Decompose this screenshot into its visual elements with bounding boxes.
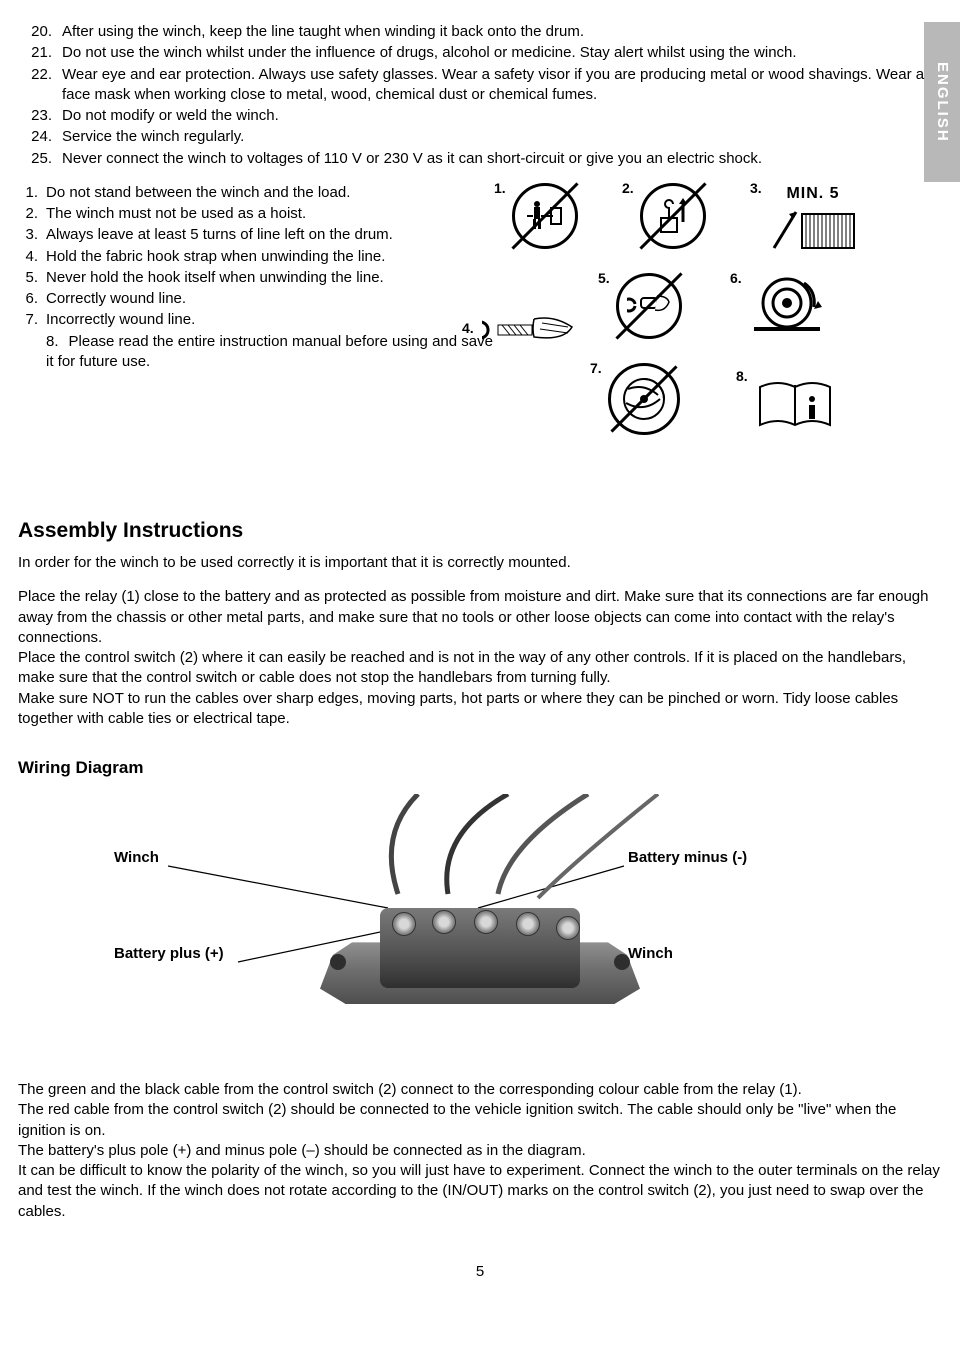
assembly-p2: Place the relay (1) close to the battery… xyxy=(18,587,942,648)
icon-7: 7. xyxy=(608,363,680,435)
item-number: 6. xyxy=(18,289,38,309)
item-text: The winch must not be used as a hoist. xyxy=(46,205,306,222)
item-text: Service the winch regularly. xyxy=(62,128,244,145)
min-5-turns-icon xyxy=(768,206,858,256)
item-number: 25. xyxy=(18,149,52,169)
bottom-p2: The red cable from the control switch (2… xyxy=(18,1100,942,1141)
item-text: Hold the fabric hook strap when unwindin… xyxy=(46,248,385,265)
assembly-p4: Make sure NOT to run the cables over sha… xyxy=(18,689,942,730)
icon-caption-item: 6.Correctly wound line. xyxy=(46,289,502,309)
safety-item: 21.Do not use the winch whilst under the… xyxy=(62,43,942,63)
item-number: 21. xyxy=(18,43,52,63)
icon-caption-item: 7.Incorrectly wound line. xyxy=(46,310,502,330)
icon-5: 5. xyxy=(616,273,682,339)
icon-2: 2. xyxy=(640,183,706,249)
bottom-p4: It can be difficult to know the polarity… xyxy=(18,1161,942,1222)
item-number: 4. xyxy=(18,247,38,267)
assembly-heading: Assembly Instructions xyxy=(18,517,942,545)
assembly-p3: Place the control switch (2) where it ca… xyxy=(18,648,942,689)
icon-caption-item: 1.Do not stand between the winch and the… xyxy=(46,183,502,203)
item-number: 7. xyxy=(18,310,38,330)
safety-item: 25.Never connect the winch to voltages o… xyxy=(62,149,942,169)
item-text: Wear eye and ear protection. Always use … xyxy=(62,66,924,103)
icon-3: 3. MIN. 5 xyxy=(768,183,858,257)
item-text: Do not use the winch whilst under the in… xyxy=(62,44,797,61)
safety-icon-grid: 1. 2. xyxy=(512,183,942,493)
wiring-heading: Wiring Diagram xyxy=(18,757,942,780)
item-number: 20. xyxy=(18,22,52,42)
bottom-p1: The green and the black cable from the c… xyxy=(18,1080,942,1100)
incorrect-wound-icon xyxy=(618,373,670,425)
no-hoist-icon xyxy=(653,196,693,236)
read-manual-icon xyxy=(756,377,834,435)
relay-unit xyxy=(320,884,640,1014)
icon-caption-item: 5.Never hold the hook itself when unwind… xyxy=(46,268,502,288)
item-number: 23. xyxy=(18,106,52,126)
min5-text: MIN. 5 xyxy=(786,183,839,205)
correct-wound-icon xyxy=(748,273,826,343)
icon-caption-item: 2.The winch must not be used as a hoist. xyxy=(46,204,502,224)
item-number: 24. xyxy=(18,127,52,147)
page-number: 5 xyxy=(18,1262,942,1282)
icon-caption-list: 1. Do not stand between the winch and the… xyxy=(18,183,502,372)
item-number: 22. xyxy=(18,65,52,85)
item-text: Do not stand between the winch and the l… xyxy=(46,184,350,201)
item-text: Always leave at least 5 turns of line le… xyxy=(46,226,393,243)
item-text: Never hold the hook itself when unwindin… xyxy=(46,269,384,286)
icon-6: 6. xyxy=(748,273,826,343)
safety-list-continued: 20. After using the winch, keep the line … xyxy=(18,22,942,169)
item-text: Please read the entire instruction manua… xyxy=(46,333,493,370)
item-text: Incorrectly wound line. xyxy=(46,311,195,328)
hold-strap-icon xyxy=(482,313,576,347)
no-hold-hook-icon xyxy=(627,284,671,328)
icon-caption-item: 3.Always leave at least 5 turns of line … xyxy=(46,225,502,245)
item-number: 2. xyxy=(18,204,38,224)
wiring-diagram: Winch Battery plus (+) Battery minus (-)… xyxy=(18,794,942,1054)
icon-4: 4. xyxy=(482,313,576,347)
item-number: 3. xyxy=(18,225,38,245)
safety-item: 23.Do not modify or weld the winch. xyxy=(62,106,942,126)
item-number: 1. xyxy=(18,183,38,203)
icon-caption-item: 8.Please read the entire instruction man… xyxy=(46,332,502,373)
item-text: After using the winch, keep the line tau… xyxy=(62,23,584,40)
safety-item: 22.Wear eye and ear protection. Always u… xyxy=(62,65,942,106)
assembly-p1: In order for the winch to be used correc… xyxy=(18,553,942,573)
bottom-p3: The battery's plus pole (+) and minus po… xyxy=(18,1141,942,1161)
no-stand-between-icon xyxy=(525,196,565,236)
icon-caption-item: 4.Hold the fabric hook strap when unwind… xyxy=(46,247,502,267)
safety-item: 24.Service the winch regularly. xyxy=(62,127,942,147)
item-text: Never connect the winch to voltages of 1… xyxy=(62,150,762,167)
item-text: Do not modify or weld the winch. xyxy=(62,107,279,124)
icon-1: 1. xyxy=(512,183,578,249)
safety-item: 20.After using the winch, keep the line … xyxy=(62,22,942,42)
item-text: Correctly wound line. xyxy=(46,290,186,307)
item-number: 8. xyxy=(46,332,59,352)
item-number: 5. xyxy=(18,268,38,288)
icon-8: 8. xyxy=(756,377,834,435)
